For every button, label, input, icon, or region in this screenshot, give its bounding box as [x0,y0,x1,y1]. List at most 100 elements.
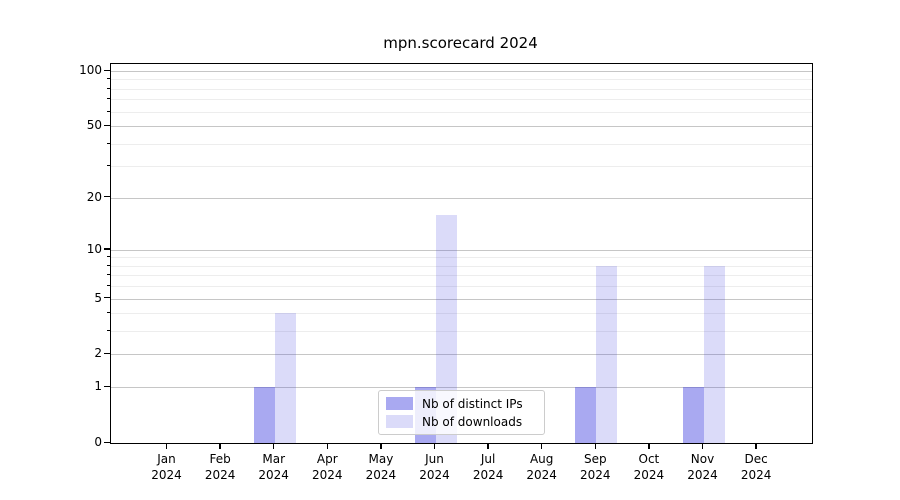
x-tick-dec [755,443,757,450]
gridline-minor-6 [111,286,812,288]
y-tick-2 [104,352,110,355]
bar-downloads-mar [274,313,296,443]
x-tick-jun [433,443,436,450]
x-tick-label-apr: Apr 2024 [300,452,354,483]
gridline-minor-70 [111,99,812,101]
gridline-100 [111,71,812,72]
y-minor-tick-9 [106,256,110,258]
gridline-50 [111,126,812,128]
x-tick-month: Mar [262,452,285,466]
legend: Nb of distinct IPs Nb of downloads [378,390,545,435]
x-tick-label-may: May 2024 [354,452,408,483]
y-minor-tick-60 [106,110,110,112]
legend-item-downloads: Nb of downloads [386,415,537,429]
y-tick-5 [104,297,110,299]
gridline-minor-8 [111,265,812,267]
x-tick-label-jun: Jun 2024 [408,452,462,483]
y-minor-tick-7 [106,274,110,276]
x-tick-label-nov: Nov 2024 [676,452,730,483]
y-minor-tick-70 [106,98,110,100]
gridline-2 [111,354,812,356]
gridline-5 [111,298,812,300]
x-tick-month: Nov [690,452,715,466]
y-tick-label-1: 1 [94,379,102,394]
x-tick-oct [648,443,650,450]
y-tick-label-100: 100 [79,63,102,77]
y-minor-tick-80 [106,87,110,89]
legend-item-distinct-ips: Nb of distinct IPs [386,397,537,411]
legend-label-downloads: Nb of downloads [422,414,523,429]
y-tick-50 [104,124,110,126]
x-tick-month: Oct [638,452,660,466]
bar-distinct-ips-sep [575,387,597,443]
bar-downloads-jun [435,214,457,443]
gridline-minor-9 [111,257,812,259]
y-tick-label-20: 20 [86,189,102,204]
x-tick-apr [326,443,328,450]
x-tick-month: May [368,452,394,466]
x-tick-month: Aug [529,452,554,466]
legend-swatch-downloads [386,415,413,428]
x-tick-year: 2024 [526,467,557,482]
x-tick-year: 2024 [151,467,182,482]
legend-swatch-distinct-ips [386,397,413,410]
y-minor-tick-8 [106,264,110,266]
plot-area [110,63,813,444]
x-tick-label-dec: Dec 2024 [729,452,783,483]
x-tick-year: 2024 [740,467,772,482]
x-tick-label-jul: Jul 2024 [461,452,515,483]
y-tick-1 [104,385,110,387]
bar-distinct-ips-nov [682,387,704,443]
x-tick-label-jan: Jan 2024 [140,452,194,483]
x-tick-month: Jan [157,452,176,466]
x-tick-jul [487,443,489,450]
y-minor-tick-4 [106,312,110,314]
y-tick-label-2: 2 [94,346,102,361]
x-tick-year: 2024 [419,467,450,482]
x-tick-aug [541,443,543,450]
bar-downloads-nov [703,265,725,443]
y-minor-tick-40 [106,142,110,144]
gridline-minor-4 [111,313,812,315]
x-tick-label-oct: Oct 2024 [622,452,676,483]
x-tick-sep [594,443,596,450]
x-tick-may [380,443,382,450]
y-tick-label-50: 50 [86,118,102,133]
y-minor-tick-30 [106,165,110,167]
x-tick-month: Feb [209,452,231,466]
y-tick-100 [104,69,110,71]
gridline-minor-3 [111,331,812,333]
y-tick-20 [104,196,110,198]
x-tick-year: 2024 [258,467,289,482]
y-tick-label-5: 5 [94,290,102,305]
gridline-minor-7 [111,275,812,277]
x-tick-label-aug: Aug 2024 [515,452,569,483]
x-tick-year: 2024 [204,467,236,482]
x-tick-year: 2024 [365,467,397,482]
gridline-minor-40 [111,143,812,145]
gridline-minor-90 [111,79,812,81]
x-tick-month: Sep [583,452,607,466]
gridline-minor-30 [111,166,812,168]
legend-label-distinct-ips: Nb of distinct IPs [422,396,523,411]
x-tick-month: Jun [425,452,444,466]
x-tick-label-feb: Feb 2024 [193,452,247,483]
y-tick-label-10: 10 [86,241,102,256]
chart-title: mpn.scorecard 2024 [383,34,538,52]
x-tick-year: 2024 [312,467,343,482]
x-tick-label-sep: Sep 2024 [568,452,622,483]
gridline-10 [111,249,812,251]
y-tick-label-0: 0 [94,435,102,449]
x-tick-nov [701,443,704,450]
gridline-minor-80 [111,88,812,90]
y-minor-tick-90 [106,78,110,80]
x-tick-label-mar: Mar 2024 [247,452,301,483]
bar-downloads-sep [596,265,618,443]
x-tick-month: Apr [316,452,338,466]
x-tick-year: 2024 [580,467,611,482]
x-tick-mar [273,443,275,450]
bar-distinct-ips-mar [253,387,275,443]
y-minor-tick-3 [106,330,110,332]
x-tick-jan [165,443,168,450]
